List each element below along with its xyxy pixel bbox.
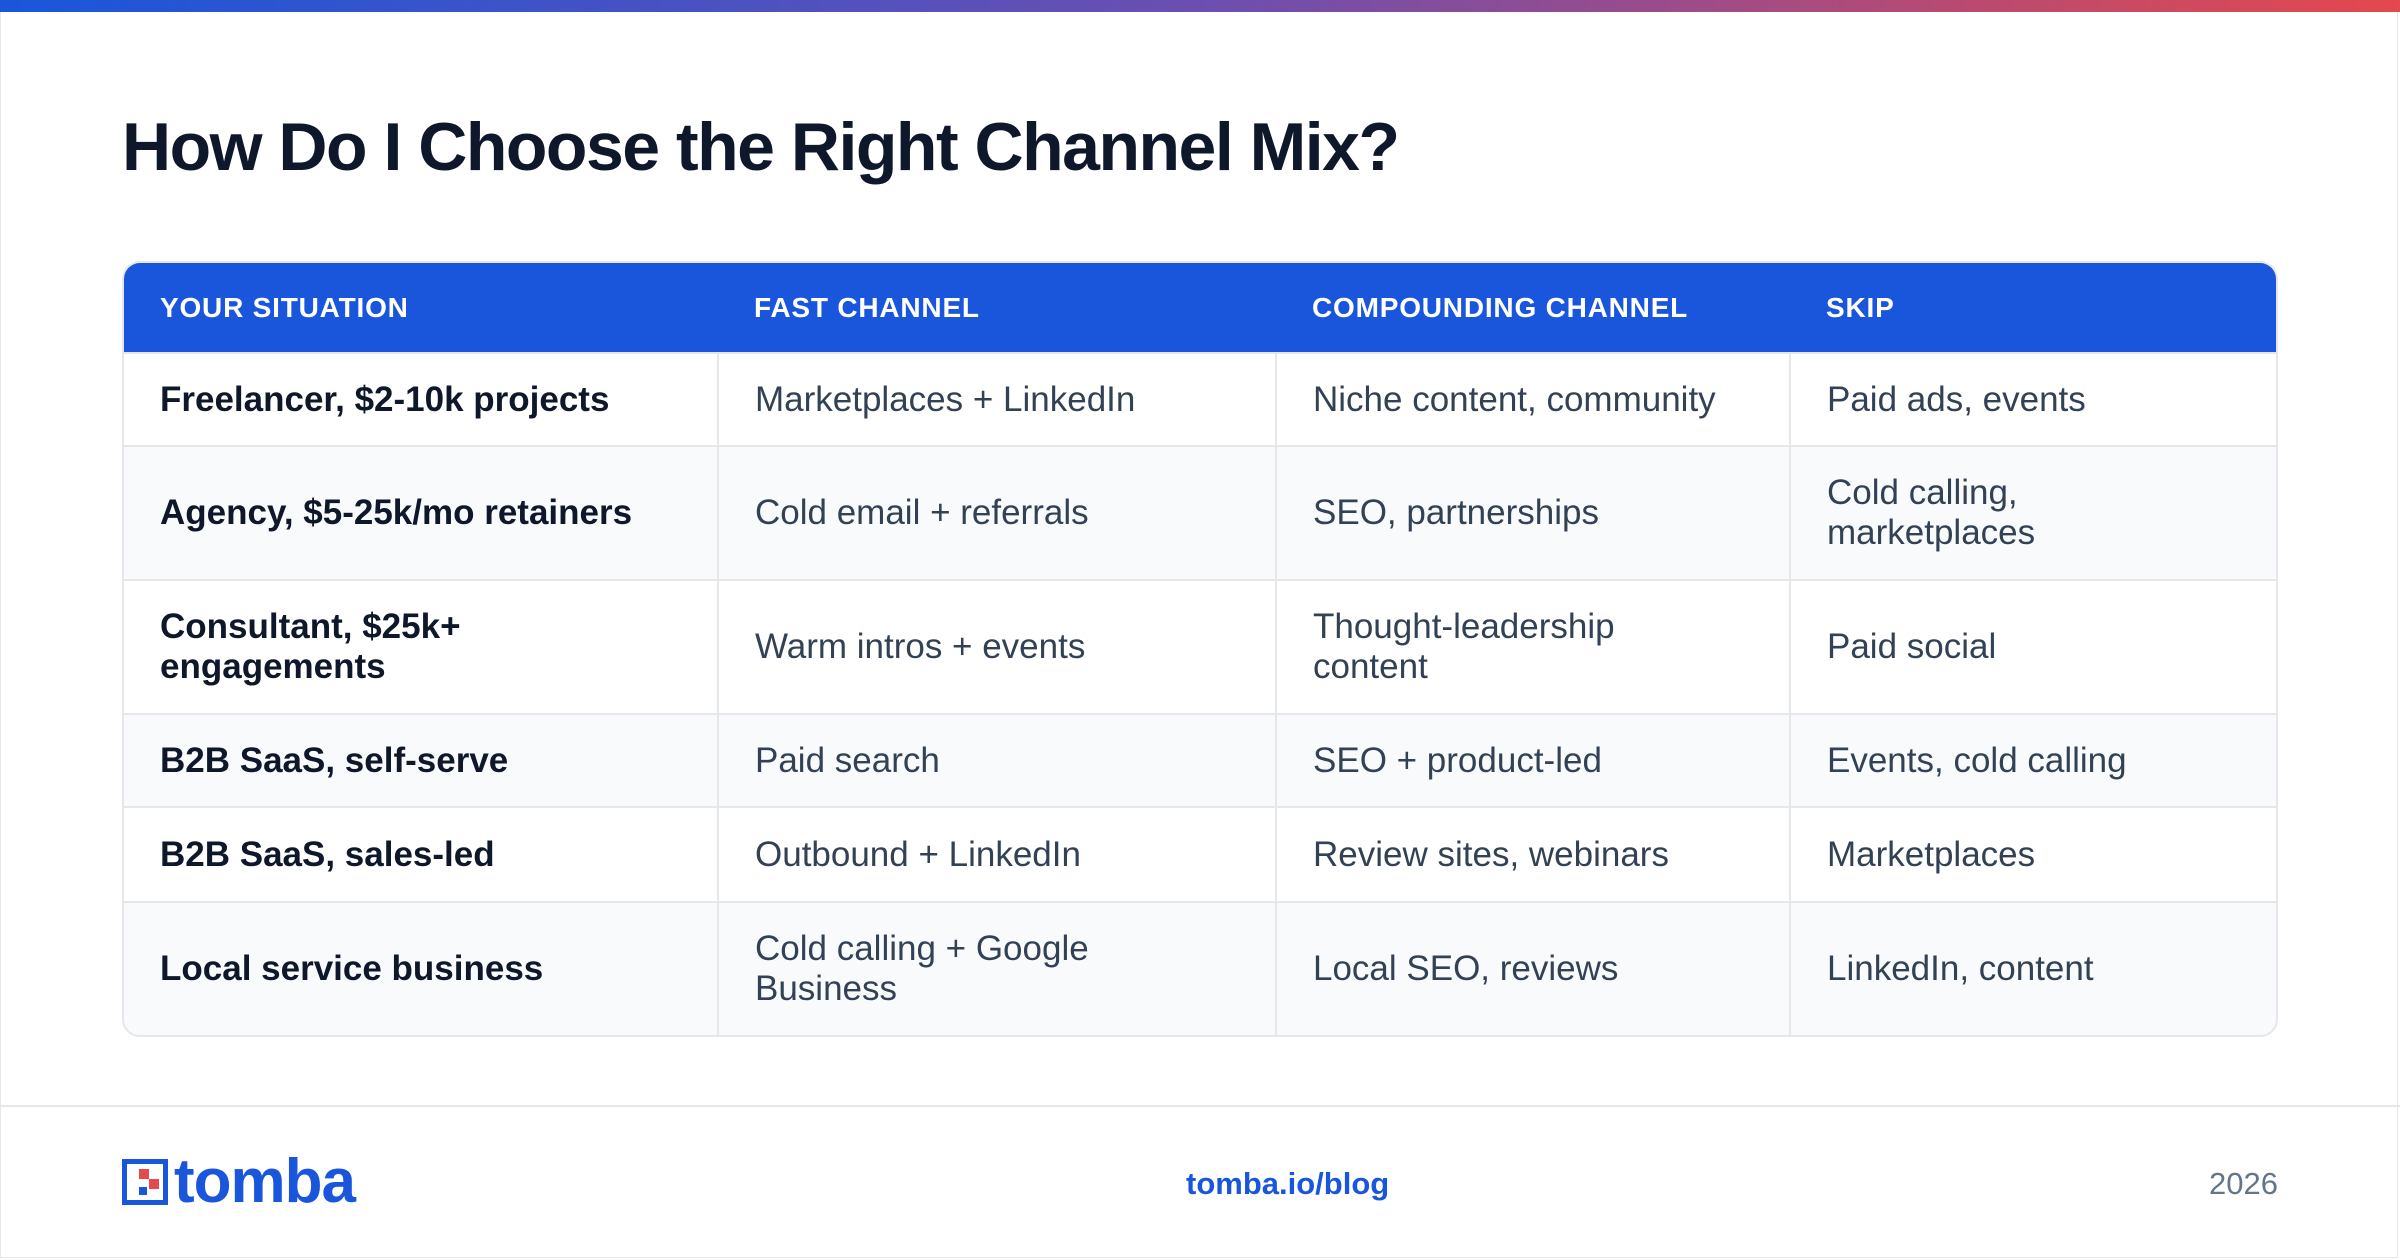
fast-channel-cell: Cold calling + Google Business xyxy=(717,901,1276,1035)
top-gradient-bar xyxy=(0,0,2400,12)
table-header-row: YOUR SITUATION FAST CHANNEL COMPOUNDING … xyxy=(124,263,2276,353)
tomba-logo[interactable]: tomba xyxy=(122,1147,356,1216)
skip-cell: Marketplaces xyxy=(1789,806,2276,902)
blog-link[interactable]: tomba.io/blog xyxy=(1186,1166,1390,1201)
compounding-channel-cell: Local SEO, reviews xyxy=(1275,901,1790,1035)
situation-cell: B2B SaaS, self-serve xyxy=(124,713,718,807)
header-fast-channel: FAST CHANNEL xyxy=(754,291,980,323)
compounding-channel-cell: Thought-leadership content xyxy=(1275,579,1790,714)
fast-channel-cell: Warm intros + events xyxy=(717,579,1276,714)
situation-cell: B2B SaaS, sales-led xyxy=(124,806,718,902)
situation-cell: Local service business xyxy=(124,901,718,1035)
table-row: Agency, $5-25k/mo retainers Cold email +… xyxy=(124,445,2276,580)
situation-cell: Consultant, $25k+ engagements xyxy=(124,579,718,714)
fast-channel-cell: Outbound + LinkedIn xyxy=(717,806,1276,902)
skip-cell: LinkedIn, content xyxy=(1789,901,2276,1035)
skip-cell: Paid ads, events xyxy=(1789,352,2276,446)
table-row: B2B SaaS, sales-led Outbound + LinkedIn … xyxy=(124,806,2276,902)
situation-cell: Freelancer, $2-10k projects xyxy=(124,352,718,446)
footer-year: 2026 xyxy=(2209,1166,2278,1201)
table-row: Local service business Cold calling + Go… xyxy=(124,901,2276,1035)
table-row: Freelancer, $2-10k projects Marketplaces… xyxy=(124,352,2276,446)
situation-cell: Agency, $5-25k/mo retainers xyxy=(124,445,718,580)
skip-cell: Events, cold calling xyxy=(1789,713,2276,807)
fast-channel-cell: Paid search xyxy=(717,713,1276,807)
header-compounding-channel: COMPOUNDING CHANNEL xyxy=(1312,291,1689,323)
header-skip: SKIP xyxy=(1826,291,1895,323)
tomba-logo-icon xyxy=(122,1159,168,1205)
header-your-situation: YOUR SITUATION xyxy=(160,291,409,323)
logo-wordmark: tomba xyxy=(174,1147,356,1216)
page-title: How Do I Choose the Right Channel Mix? xyxy=(122,109,1400,185)
compounding-channel-cell: Review sites, webinars xyxy=(1275,806,1790,902)
footer-divider xyxy=(0,1105,2400,1107)
compounding-channel-cell: Niche content, community xyxy=(1275,352,1790,446)
table-row: Consultant, $25k+ engagements Warm intro… xyxy=(124,579,2276,714)
skip-cell: Paid social xyxy=(1789,579,2276,714)
channel-mix-table: YOUR SITUATION FAST CHANNEL COMPOUNDING … xyxy=(122,261,2278,1037)
skip-cell: Cold calling, marketplaces xyxy=(1789,445,2276,580)
compounding-channel-cell: SEO, partnerships xyxy=(1275,445,1790,580)
compounding-channel-cell: SEO + product-led xyxy=(1275,713,1790,807)
fast-channel-cell: Cold email + referrals xyxy=(717,445,1276,580)
fast-channel-cell: Marketplaces + LinkedIn xyxy=(717,352,1276,446)
table-row: B2B SaaS, self-serve Paid search SEO + p… xyxy=(124,713,2276,807)
